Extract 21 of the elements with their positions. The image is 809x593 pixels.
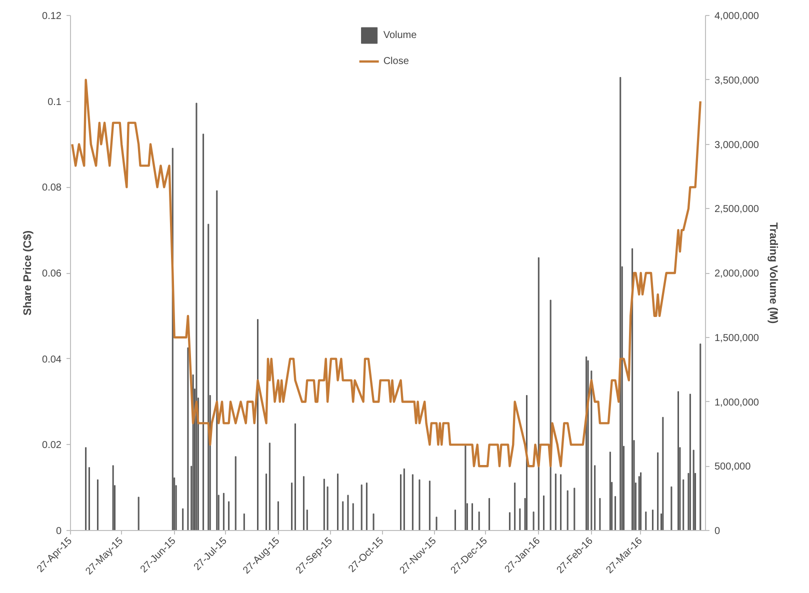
y2-tick-label: 3,000,000 <box>714 140 760 151</box>
y2-tick-label: 0 <box>714 526 720 537</box>
y-tick-label: 0.12 <box>42 11 62 22</box>
y2-tick-label: 1,000,000 <box>714 397 760 408</box>
legend-label: Volume <box>383 30 417 40</box>
line-series <box>71 78 702 468</box>
y-tick-label: 0.06 <box>42 268 62 280</box>
y2-tick-label: 2,000,000 <box>714 268 760 280</box>
y-tick-label: 0 <box>56 526 62 537</box>
y2-tick-label: 2,500,000 <box>714 204 760 216</box>
y-axis-title: Share Price (C$) <box>22 230 34 316</box>
y2-tick-label: 3,500,000 <box>714 75 760 86</box>
y2-tick-label: 500,000 <box>714 462 752 473</box>
y2-tick-label: 1,500,000 <box>714 332 760 344</box>
y2-tick-label: 4,000,000 <box>714 11 760 22</box>
y-tick-label: 0.04 <box>42 354 62 366</box>
y-tick-label: 0.02 <box>42 440 62 452</box>
y2-axis-title: Trading Volume (M) <box>766 222 779 324</box>
legend-label: Close <box>383 56 409 66</box>
y-tick-label: 0.1 <box>48 96 62 108</box>
y-tick-label: 0.08 <box>42 182 62 194</box>
